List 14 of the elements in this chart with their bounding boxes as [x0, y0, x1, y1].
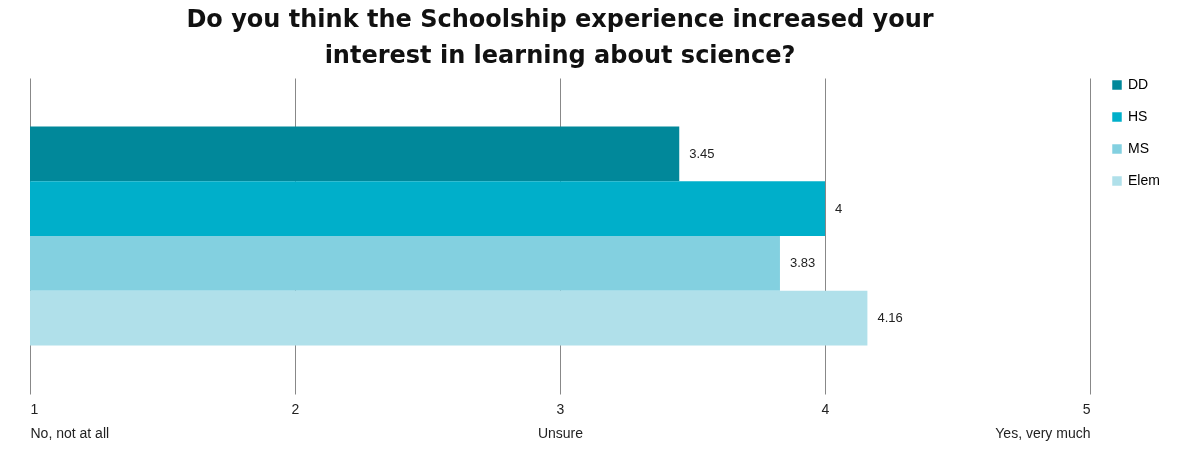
legend-label: HS	[1128, 108, 1148, 124]
data-label: 4	[835, 200, 843, 216]
x-tick-label: 1 No, not at all	[30, 400, 110, 441]
chart-title: Do you think the Schoolship experience increased your interest in learning about science?	[186, 5, 934, 69]
data-label: 3.83	[789, 255, 816, 271]
data-label: 4.16	[877, 310, 903, 326]
legend-label: Elem	[1128, 172, 1160, 188]
legend-label: MS	[1128, 140, 1149, 156]
legend-label: DD	[1128, 76, 1149, 92]
data-label: 3.45	[689, 145, 715, 161]
x-tick-label: 2	[291, 400, 300, 417]
x-tick-label: 3 Unsure	[537, 400, 584, 441]
x-tick-label: 4	[821, 400, 830, 417]
x-tick-label: 5 Yes, very much	[995, 400, 1091, 441]
